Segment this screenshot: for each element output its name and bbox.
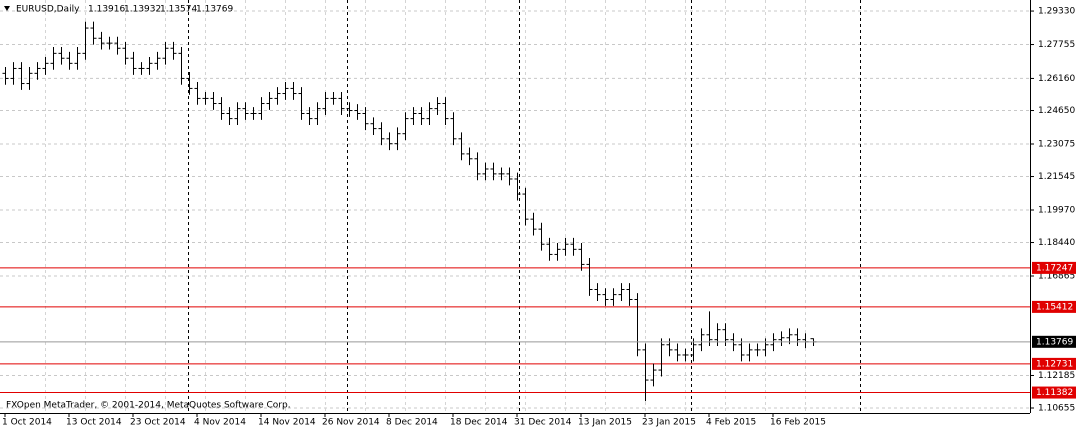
x-tick-label: 14 Nov 2014 <box>258 418 316 428</box>
header-open: 1.13916 <box>88 5 125 15</box>
level-box <box>1032 357 1076 370</box>
header-high: 1.13932 <box>124 5 161 15</box>
menu-arrow[interactable] <box>4 6 10 11</box>
price-label: 1.13769 <box>1036 337 1073 347</box>
x-tick-label: 31 Dec 2014 <box>514 418 572 428</box>
y-tick-label: 1.19970 <box>1038 206 1075 216</box>
x-tick-label: 4 Nov 2014 <box>194 418 246 428</box>
grid <box>0 0 1030 413</box>
symbol-title: EURUSD,Daily <box>16 5 80 15</box>
x-tick-label: 8 Dec 2014 <box>386 418 438 428</box>
level-label: 1.12731 <box>1036 359 1073 369</box>
y-tick-label: 1.23075 <box>1038 140 1075 150</box>
y-tick-label: 1.12185 <box>1038 371 1075 381</box>
header-close: 1.13769 <box>196 5 233 15</box>
y-tick-label: 1.26160 <box>1038 74 1075 84</box>
x-tick-label: 18 Dec 2014 <box>450 418 508 428</box>
y-tick-label: 1.10655 <box>1038 404 1075 414</box>
x-tick-label: 4 Feb 2015 <box>706 418 756 428</box>
y-tick-label: 1.18440 <box>1038 238 1075 248</box>
footer: FXOpen MetaTrader, © 2001-2014, MetaQuot… <box>6 401 291 411</box>
x-tick-label: 16 Feb 2015 <box>770 418 826 428</box>
level-box <box>1032 300 1076 313</box>
level-label: 1.11382 <box>1036 388 1073 398</box>
y-tick-label: 1.27755 <box>1038 40 1075 50</box>
level-box <box>1032 386 1076 399</box>
x-tick-label: 13 Oct 2014 <box>66 418 122 428</box>
x-tick-label: 1 Oct 2014 <box>2 418 52 428</box>
x-tick-label: 26 Nov 2014 <box>322 418 380 428</box>
y-tick-label: 1.29330 <box>1038 7 1075 17</box>
y-tick-label: 1.16865 <box>1038 272 1075 282</box>
y-tick-label: 1.21545 <box>1038 172 1075 182</box>
y-tick-label: 1.24650 <box>1038 106 1075 116</box>
x-tick-label: 13 Jan 2015 <box>578 418 632 428</box>
level-label: 1.17247 <box>1036 263 1073 273</box>
price-box <box>1032 335 1076 348</box>
x-tick-label: 23 Jan 2015 <box>642 418 696 428</box>
level-box <box>1032 261 1076 274</box>
header-low: 1.13574 <box>160 5 197 15</box>
x-tick-label: 23 Oct 2014 <box>130 418 186 428</box>
period-separators <box>188 0 861 413</box>
level-label: 1.15412 <box>1036 302 1073 312</box>
